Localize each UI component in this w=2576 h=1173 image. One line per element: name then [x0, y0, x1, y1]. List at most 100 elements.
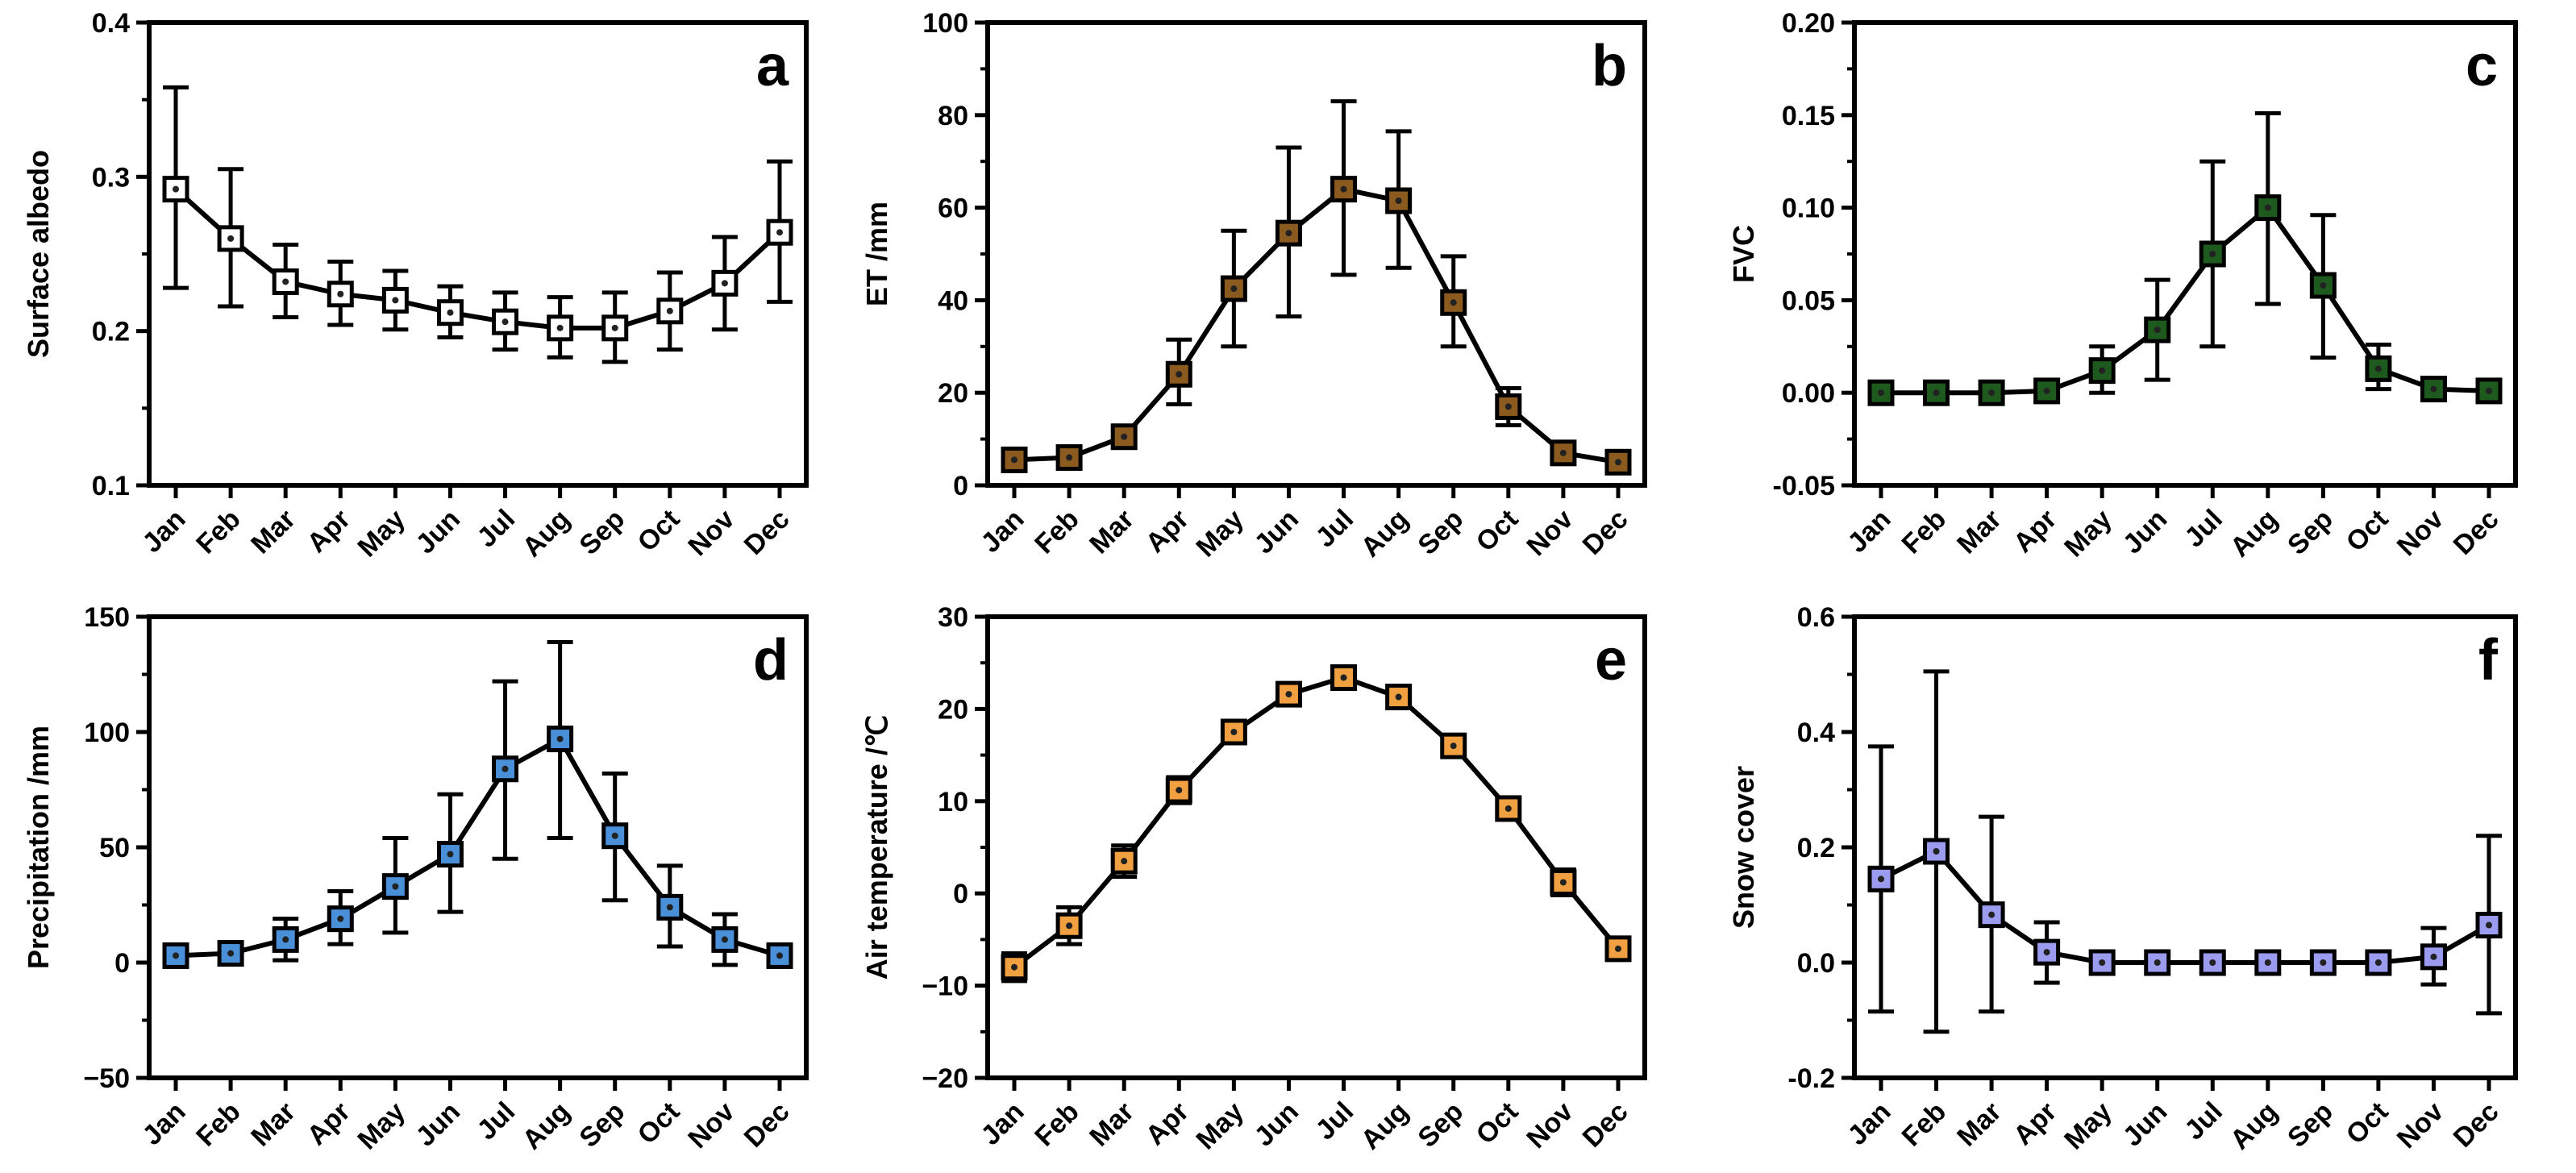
x-tick-label-apr: Apr [1140, 504, 1195, 559]
x-tick-label-dec: Dec [1577, 1096, 1634, 1154]
x-tick-label-jun: Jun [2117, 1096, 2174, 1153]
data-point-marker [1550, 868, 1577, 896]
data-point-dot [1395, 693, 1402, 701]
y-tick-label: 30 [938, 602, 968, 633]
panel-letter: e [1595, 628, 1627, 693]
y-tick-label: 0.2 [92, 317, 130, 347]
panel-letter: d [753, 628, 789, 693]
data-point-marker [2309, 272, 2337, 299]
data-point-marker [327, 281, 354, 308]
data-point-dot [721, 936, 728, 943]
data-point-marker [1604, 935, 1632, 963]
y-axis-label: Air temperature /℃ [860, 715, 893, 980]
y-tick-label: 0.05 [1782, 285, 1835, 316]
data-point-dot [1395, 197, 1402, 204]
data-point-dot [1340, 185, 1347, 193]
data-point-dot [2430, 385, 2437, 393]
y-tick-label: 0 [953, 471, 968, 501]
data-point-dot [666, 904, 673, 911]
x-tick-label-nov: Nov [682, 1096, 740, 1154]
data-point-dot [556, 735, 564, 742]
x-tick-label-mar: Mar [245, 1096, 302, 1153]
data-point-dot [1450, 742, 1457, 750]
data-point-marker [2420, 943, 2447, 971]
y-tick-label: -0.2 [1787, 1063, 1835, 1094]
x-tick-label-nov: Nov [682, 504, 740, 562]
x-tick-label-jun: Jun [410, 1096, 466, 1153]
x-tick-label-dec: Dec [739, 504, 796, 561]
y-tick-label: 10 [938, 787, 968, 817]
data-point-dot [1504, 805, 1512, 812]
x-tick-label-sep: Sep [573, 504, 630, 561]
data-point-dot [2320, 959, 2327, 966]
x-tick-label-oct: Oct [2341, 1096, 2395, 1150]
panel-letter: b [1592, 34, 1627, 98]
y-tick-label: −10 [922, 971, 968, 1002]
x-tick-label-oct: Oct [1471, 1096, 1525, 1150]
y-tick-label: 80 [938, 101, 968, 131]
series-line [173, 187, 782, 331]
x-tick-label-aug: Aug [2224, 1096, 2284, 1156]
data-point-dot [1504, 403, 1512, 410]
series-line [1881, 204, 2490, 396]
y-tick-label: 0.00 [1782, 378, 1835, 409]
data-point-dot [227, 950, 235, 957]
data-point-dot [666, 307, 673, 314]
data-point-dot [1011, 456, 1017, 464]
panel-letter: f [2478, 628, 2499, 693]
x-tick-label-oct: Oct [2341, 504, 2395, 558]
data-point-dot [1176, 787, 1183, 794]
data-point-marker [2088, 357, 2116, 385]
data-point-dot [2264, 959, 2271, 966]
series-line [1013, 675, 1621, 970]
data-point-dot [501, 318, 509, 326]
data-point-dot [337, 915, 344, 922]
y-tick-label: 0.4 [92, 8, 130, 39]
x-tick-label-sep: Sep [1412, 1096, 1469, 1154]
data-point-marker [1001, 954, 1028, 981]
y-tick-label: -0.05 [1773, 471, 1836, 501]
y-axis-label: Snow cover [1727, 766, 1760, 929]
data-point-dot [2486, 921, 2492, 929]
x-tick-label-aug: Aug [517, 1096, 576, 1156]
data-point-marker [656, 893, 684, 921]
x-tick-label-mar: Mar [245, 504, 302, 560]
data-point-dot [392, 297, 399, 304]
y-tick-label: 0.1 [92, 471, 130, 501]
x-tick-label-feb: Feb [1029, 1096, 1085, 1153]
panel-letter: c [2466, 34, 2498, 98]
y-tick-label: 20 [938, 378, 968, 409]
y-tick-label: 100 [922, 8, 968, 39]
data-point-marker [656, 297, 684, 325]
x-tick-label-jan: Jan [1841, 1096, 1896, 1151]
data-point-dot [1933, 389, 1940, 397]
data-point-dot [1230, 285, 1238, 293]
data-point-dot [1450, 299, 1457, 306]
x-tick-label-nov: Nov [2391, 1096, 2449, 1154]
x-tick-label-jun: Jun [1248, 504, 1305, 560]
data-point-dot [1933, 848, 1940, 855]
x-tick-label-sep: Sep [2282, 1096, 2339, 1154]
data-point-dot [2486, 387, 2492, 394]
data-point-dot [1285, 691, 1292, 698]
y-tick-label: 0.0 [1797, 948, 1835, 979]
x-tick-label-may: May [2058, 504, 2118, 564]
y-axis-label: ET /mm [860, 202, 893, 306]
data-point-dot [447, 309, 454, 316]
data-point-dot [556, 324, 564, 331]
x-tick-label-feb: Feb [1029, 504, 1085, 560]
x-tick-label-dec: Dec [2448, 1096, 2505, 1154]
y-tick-label: 0.4 [1797, 718, 1835, 748]
data-point-dot [2099, 367, 2106, 374]
data-point-dot [2043, 949, 2050, 956]
data-point-marker [2088, 949, 2116, 976]
x-tick-label-jan: Jan [136, 504, 191, 559]
y-tick-label: 0 [953, 879, 968, 909]
x-tick-label-jul: Jul [472, 504, 522, 554]
x-tick-label-apr: Apr [302, 1096, 356, 1151]
data-point-dot [1176, 371, 1183, 378]
x-tick-label-oct: Oct [1471, 504, 1525, 558]
